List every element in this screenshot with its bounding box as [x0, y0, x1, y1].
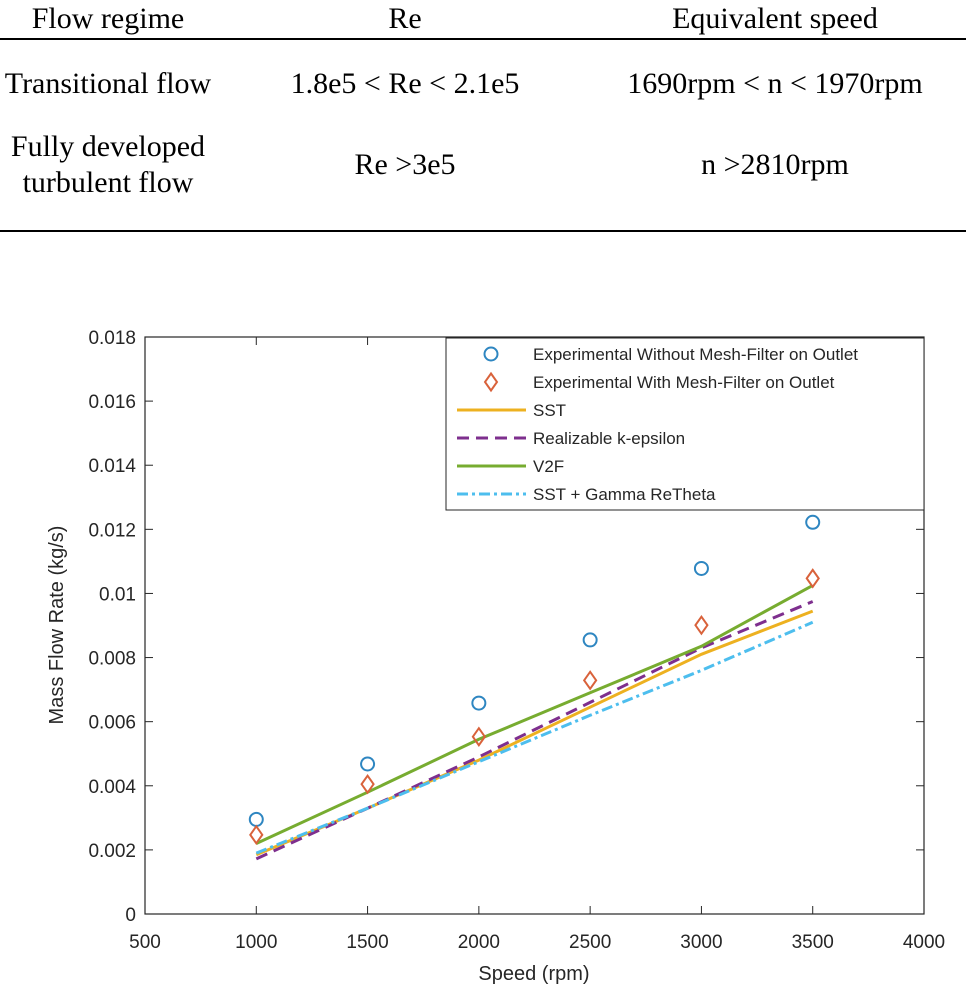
marker-with-mesh [805, 568, 820, 589]
marker-with-mesh [582, 670, 598, 691]
legend-marker [483, 346, 499, 362]
y-tick-label: 0.002 [88, 841, 136, 862]
x-tick-label: 4000 [903, 932, 945, 953]
y-tick-label: 0.014 [88, 456, 136, 477]
row2-flow-regime-line2: turbulent flow [22, 166, 194, 199]
legend-label: V2F [533, 457, 564, 476]
row2-speed: n >2810rpm [701, 148, 849, 181]
x-tick-label: 500 [129, 932, 161, 953]
legend-box [445, 337, 925, 511]
row2-re: Re >3e5 [354, 148, 456, 181]
legend-label: Realizable k-epsilon [533, 429, 685, 448]
marker-with-mesh [360, 773, 375, 795]
legend-label: SST + Gamma ReTheta [533, 485, 716, 504]
header-equivalent-speed: Equivalent speed [672, 2, 878, 35]
marker-without-mesh [693, 560, 709, 576]
table-top-rule [0, 38, 966, 40]
y-tick-label: 0.006 [88, 713, 136, 734]
x-tick-label: 3000 [680, 932, 722, 953]
legend-marker [483, 371, 499, 393]
header-re: Re [388, 2, 422, 35]
legend: Experimental Without Mesh-Filter on Outl… [445, 337, 925, 511]
row1-flow-regime: Transitional flow [4, 67, 212, 100]
y-tick-label: 0 [125, 905, 136, 926]
x-tick-label: 3500 [792, 932, 834, 953]
legend-label: Experimental Without Mesh-Filter on Outl… [533, 345, 858, 364]
series-line-v2f [255, 584, 814, 845]
y-tick-label: 0.016 [88, 392, 136, 413]
marker-with-mesh [471, 726, 487, 747]
y-tick-label: 0.004 [88, 777, 136, 798]
series-layer [248, 514, 821, 861]
series-line-sst-gamma-retheta [255, 620, 814, 855]
y-axis-label: Mass Flow Rate (kg/s) [46, 526, 68, 725]
legend-label: Experimental With Mesh-Filter on Outlet [533, 373, 835, 392]
row1-speed: 1690rpm < n < 1970rpm [627, 67, 923, 100]
series-line-realizable-k-epsilon [255, 600, 814, 861]
row1-re: 1.8e5 < Re < 2.1e5 [290, 67, 520, 100]
marker-without-mesh [360, 756, 376, 772]
marker-without-mesh [805, 514, 821, 530]
marker-with-mesh [249, 824, 264, 846]
legend-label: SST [533, 401, 566, 420]
header-flow-regime: Flow regime [31, 2, 185, 35]
marker-with-mesh [694, 614, 709, 636]
y-tick-label: 0.018 [88, 328, 136, 349]
mass-flow-rate-chart: 500 1000 1500 2000 2500 3000 3500 4000 0 0.002 0.0… [46, 328, 945, 985]
x-axis-label: Speed (rpm) [478, 963, 589, 985]
table-bottom-rule [0, 230, 966, 232]
x-tick-label: 1500 [346, 932, 388, 953]
marker-without-mesh [471, 695, 487, 711]
marker-without-mesh [582, 632, 598, 648]
x-tick-label: 2500 [569, 932, 611, 953]
y-tick-label: 0.01 [99, 584, 136, 605]
y-tick-label: 0.008 [88, 649, 136, 670]
x-tick-label: 1000 [235, 932, 277, 953]
axis-ticks: 500 1000 1500 2000 2500 3000 3500 4000 0 0.002 0.0… [88, 328, 945, 953]
row2-flow-regime-line1: Fully developed [10, 130, 206, 163]
y-tick-label: 0.012 [88, 520, 136, 541]
x-tick-label: 2000 [458, 932, 500, 953]
flow-regime-table: Flow regime Re Equivalent speed Transiti… [0, 0, 966, 240]
